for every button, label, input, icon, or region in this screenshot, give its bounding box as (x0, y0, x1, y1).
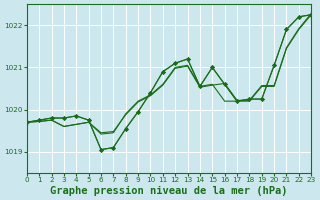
X-axis label: Graphe pression niveau de la mer (hPa): Graphe pression niveau de la mer (hPa) (50, 186, 288, 196)
